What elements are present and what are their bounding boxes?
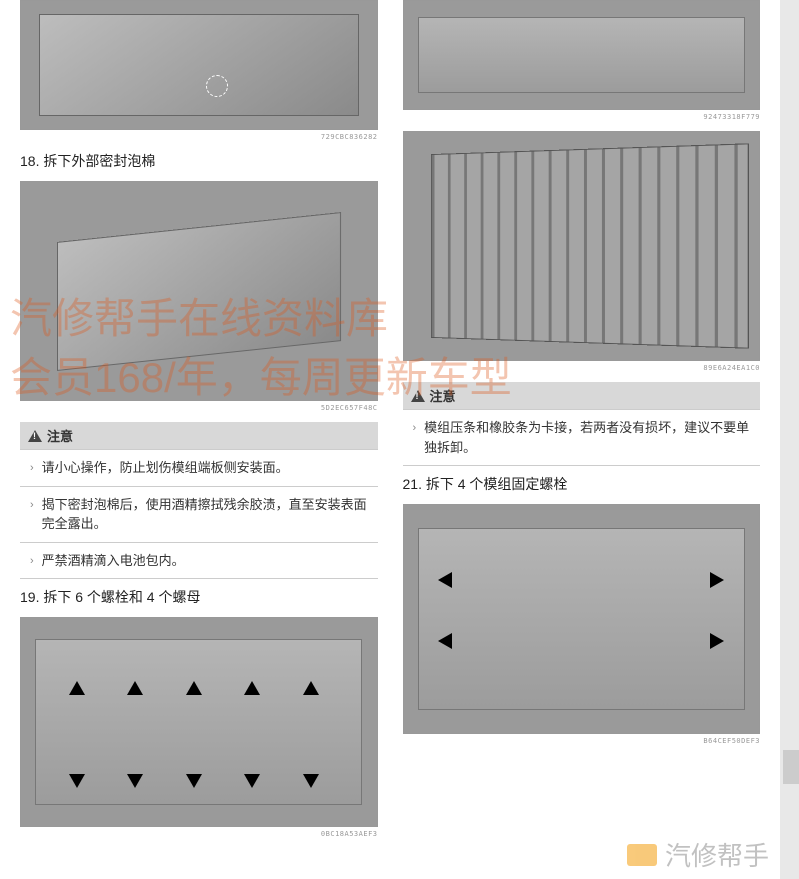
notice-list-right: › 模组压条和橡胶条为卡接，若两者没有损坏，建议不要单独拆卸。 — [403, 409, 761, 466]
figure-step21 — [403, 504, 761, 734]
brand-icon — [627, 844, 657, 866]
notice-list-left: › 请小心操作，防止划伤模组端板侧安装面。 › 揭下密封泡棉后，使用酒精擦拭残余… — [20, 449, 378, 579]
step-19-title: 19. 拆下 6 个螺栓和 4 个螺母 — [20, 587, 378, 607]
notice-item: › 揭下密封泡棉后，使用酒精擦拭残余胶渍，直至安装表面完全露出。 — [20, 486, 378, 542]
figure-step19 — [20, 617, 378, 827]
chevron-icon: › — [30, 458, 34, 478]
manual-page: 729CBC836282 18. 拆下外部密封泡棉 5D2EC657F48C 注… — [0, 0, 780, 879]
step-21-title: 21. 拆下 4 个模组固定螺栓 — [403, 474, 761, 494]
brand-watermark: 汽修帮手 — [627, 836, 769, 873]
notice-item: › 严禁酒精滴入电池包内。 — [20, 542, 378, 579]
chevron-icon: › — [413, 418, 417, 457]
notice-item: › 请小心操作，防止划伤模组端板侧安装面。 — [20, 449, 378, 486]
notice-title: 注意 — [430, 386, 456, 405]
page-side-tab — [783, 750, 799, 784]
figure-code: 89E6A24EA1C0 — [403, 364, 761, 372]
brand-text: 汽修帮手 — [665, 836, 769, 873]
chevron-icon: › — [30, 495, 34, 534]
chevron-icon: › — [30, 551, 34, 571]
figure-code: 92473318F779 — [403, 113, 761, 121]
step-18-title: 18. 拆下外部密封泡棉 — [20, 151, 378, 171]
figure-step17 — [20, 0, 378, 130]
figure-code: 729CBC836282 — [20, 133, 378, 141]
notice-header: 注意 — [403, 382, 761, 409]
notice-item: › 模组压条和橡胶条为卡接，若两者没有损坏，建议不要单独拆卸。 — [403, 409, 761, 465]
figure-code: 0BC18A53AEF3 — [20, 830, 378, 838]
figure-code: B64CEF50DEF3 — [403, 737, 761, 745]
right-column: 92473318F779 89E6A24EA1C0 注意 › 模组压条和橡胶条为… — [403, 0, 761, 859]
notice-text: 揭下密封泡棉后，使用酒精擦拭残余胶渍，直至安装表面完全露出。 — [42, 495, 374, 534]
warning-icon — [411, 390, 425, 402]
left-column: 729CBC836282 18. 拆下外部密封泡棉 5D2EC657F48C 注… — [20, 0, 378, 859]
figure-right-1 — [403, 0, 761, 110]
notice-header: 注意 — [20, 422, 378, 449]
notice-text: 请小心操作，防止划伤模组端板侧安装面。 — [42, 458, 289, 478]
notice-text: 严禁酒精滴入电池包内。 — [42, 551, 185, 571]
figure-step18 — [20, 181, 378, 401]
figure-code: 5D2EC657F48C — [20, 404, 378, 412]
notice-text: 模组压条和橡胶条为卡接，若两者没有损坏，建议不要单独拆卸。 — [424, 418, 756, 457]
warning-icon — [28, 430, 42, 442]
figure-right-2 — [403, 131, 761, 361]
notice-title: 注意 — [47, 426, 73, 445]
